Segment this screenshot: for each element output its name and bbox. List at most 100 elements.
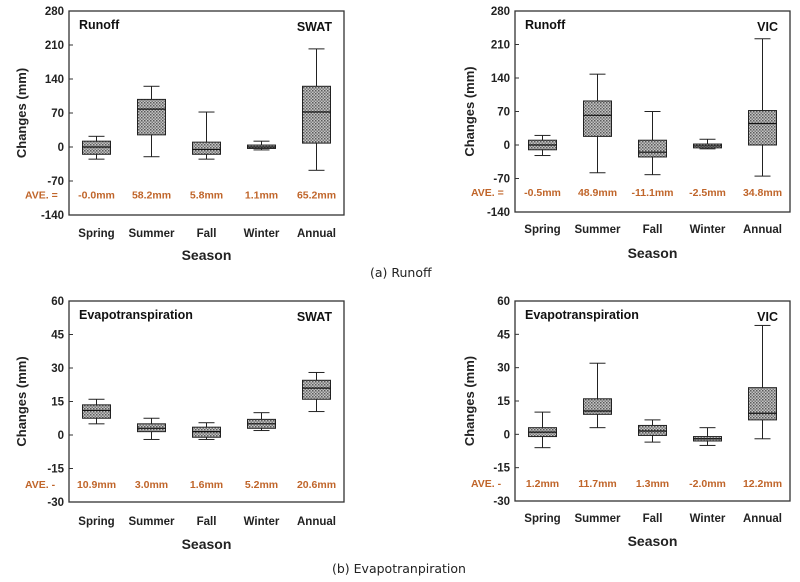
category-label: Fall [197, 228, 217, 240]
chart-title: Evapotranspiration [79, 308, 193, 322]
y-axis-label: Changes (mm) [462, 66, 477, 156]
chart-title: Evapotranspiration [525, 308, 639, 322]
average-label: 1.3mm [636, 478, 669, 490]
y-tick-label: 60 [51, 296, 64, 308]
category-label: Annual [743, 224, 782, 236]
y-tick-label: 210 [45, 40, 64, 52]
y-tick-label: 15 [497, 396, 510, 408]
average-label: 11.7mm [578, 478, 617, 490]
average-label: 58.2mm [132, 190, 171, 202]
category-label: Fall [197, 516, 217, 528]
y-tick-label: -30 [47, 497, 64, 509]
model-label: SWAT [297, 20, 333, 34]
category-label: Annual [297, 516, 336, 528]
average-label: 20.6mm [297, 479, 336, 491]
y-tick-label: 0 [58, 430, 64, 442]
caption-evapotranspiration: (b) Evapotranpiration [332, 561, 466, 576]
average-label: -0.5mm [524, 187, 561, 199]
category-label: Spring [78, 228, 114, 240]
average-label: -0.0mm [78, 190, 115, 202]
category-label: Winter [244, 228, 280, 240]
average-label: 48.9mm [578, 187, 617, 199]
category-label: Winter [690, 224, 726, 236]
y-tick-label: 210 [491, 40, 510, 52]
y-tick-label: 0 [504, 429, 510, 441]
average-label: 12.2mm [743, 478, 782, 490]
x-axis-label: Season [628, 533, 678, 549]
average-label: 1.1mm [245, 190, 278, 202]
y-axis-label: Changes (mm) [462, 356, 477, 446]
average-prefix-label: AVE. = [25, 190, 58, 202]
y-tick-label: 70 [497, 107, 510, 119]
y-tick-label: 280 [491, 6, 510, 18]
box-iqr [82, 140, 111, 155]
y-tick-label: 60 [497, 296, 510, 308]
average-label: -2.5mm [689, 187, 726, 199]
y-tick-label: 0 [58, 142, 64, 154]
category-label: Annual [743, 513, 782, 525]
box-iqr [748, 387, 777, 421]
average-label: 10.9mm [77, 479, 116, 491]
chart-title: Runoff [525, 18, 566, 32]
model-label: VIC [757, 20, 778, 34]
category-label: Fall [643, 224, 663, 236]
y-tick-label: 15 [51, 397, 64, 409]
category-label: Annual [297, 228, 336, 240]
category-label: Summer [574, 224, 621, 236]
category-label: Winter [244, 516, 280, 528]
caption-runoff: (a) Runoff [370, 265, 432, 280]
y-axis-label: Changes (mm) [14, 356, 29, 446]
average-prefix-label: AVE. - [471, 478, 502, 490]
x-axis-label: Season [182, 247, 232, 263]
y-tick-label: 45 [51, 330, 64, 342]
chart-runoff-swat: 280 210 140 70 0 -70 -140 Changes (mm) Runoff SWA… [14, 6, 345, 263]
y-tick-label: -140 [41, 210, 64, 222]
y-tick-label: 280 [45, 6, 64, 18]
average-label: -2.0mm [689, 478, 726, 490]
box-iqr [137, 98, 166, 136]
y-tick-label: -70 [47, 176, 64, 188]
average-label: -11.1mm [631, 187, 673, 199]
chart-title: Runoff [79, 18, 120, 32]
y-tick-label: -70 [493, 174, 510, 186]
average-prefix-label: AVE. - [25, 479, 56, 491]
y-tick-label: 30 [51, 363, 64, 375]
y-tick-label: -30 [493, 496, 510, 508]
average-prefix-label: AVE. = [471, 187, 504, 199]
y-tick-label: -15 [493, 463, 510, 475]
category-label: Spring [524, 513, 560, 525]
box-iqr [302, 85, 331, 144]
chart-et-swat: 60 45 30 15 0 -15 -30 Changes (mm) Evapotranspir… [14, 296, 345, 552]
x-axis-label: Season [182, 536, 232, 552]
average-label: 5.2mm [245, 479, 278, 491]
category-label: Summer [128, 228, 175, 240]
category-label: Spring [524, 224, 560, 236]
average-label: 34.8mm [743, 187, 782, 199]
box-iqr [192, 141, 221, 155]
model-label: SWAT [297, 310, 333, 324]
average-label: 1.6mm [190, 479, 223, 491]
y-tick-label: 70 [51, 108, 64, 120]
category-label: Fall [643, 513, 663, 525]
category-label: Summer [574, 513, 621, 525]
average-label: 65.2mm [297, 190, 336, 202]
average-label: 5.8mm [190, 190, 223, 202]
box-iqr [302, 379, 331, 400]
y-tick-label: 140 [491, 73, 510, 85]
average-label: 1.2mm [526, 478, 559, 490]
y-tick-label: 0 [504, 140, 510, 152]
box-iqr [748, 110, 777, 146]
box-iqr [638, 139, 667, 158]
average-label: 3.0mm [135, 479, 168, 491]
y-tick-label: -140 [487, 207, 510, 219]
box-iqr [583, 100, 612, 137]
box-iqr [583, 398, 612, 415]
y-tick-label: 45 [497, 329, 510, 341]
y-axis-label: Changes (mm) [14, 68, 29, 158]
chart-et-vic: 60 45 30 15 0 -15 -30 Changes (mm) Evapotranspir… [462, 296, 791, 549]
chart-runoff-vic: 280 210 140 70 0 -70 -140 Changes (mm) Runoff VIC… [462, 6, 791, 261]
y-tick-label: 30 [497, 363, 510, 375]
model-label: VIC [757, 310, 778, 324]
y-tick-label: -15 [47, 464, 64, 476]
